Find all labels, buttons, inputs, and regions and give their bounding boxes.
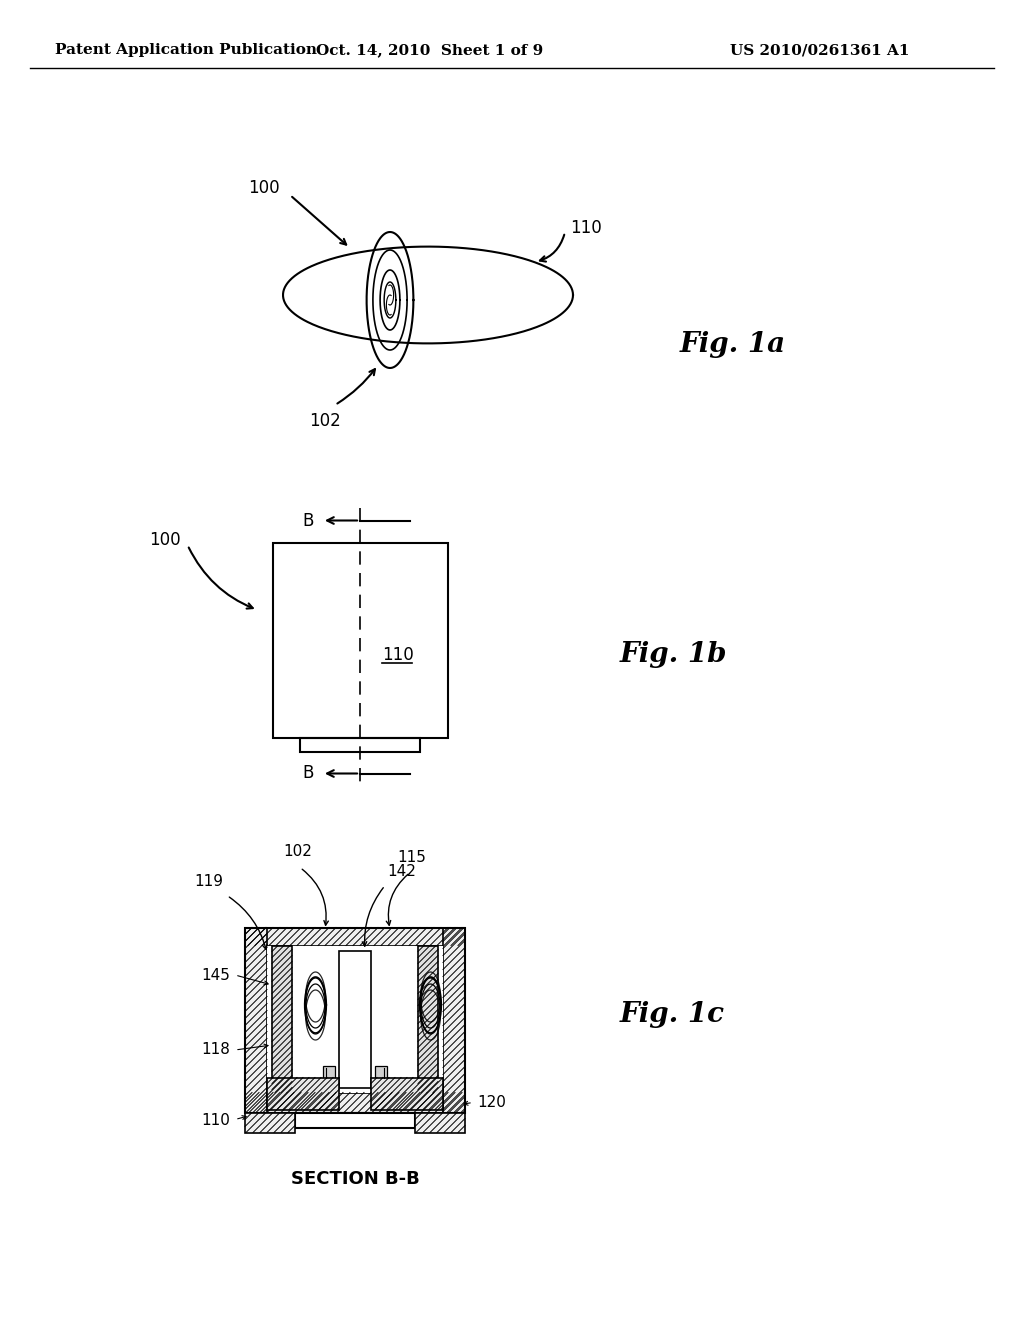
Bar xyxy=(245,928,267,1113)
Text: 100: 100 xyxy=(148,531,180,549)
Bar xyxy=(267,945,443,1093)
Bar xyxy=(245,928,465,945)
Bar xyxy=(245,1113,295,1133)
Bar xyxy=(300,738,420,751)
Bar xyxy=(375,1065,387,1080)
Text: Fig. 1a: Fig. 1a xyxy=(680,331,786,359)
Text: Patent Application Publication: Patent Application Publication xyxy=(55,44,317,57)
Text: 102: 102 xyxy=(309,412,341,430)
Bar xyxy=(418,945,438,1093)
Text: 110: 110 xyxy=(382,645,414,664)
Bar xyxy=(245,1093,465,1113)
Text: 115: 115 xyxy=(397,850,426,866)
Bar xyxy=(245,928,465,1113)
Bar xyxy=(443,928,465,1113)
Text: 119: 119 xyxy=(194,874,223,890)
Bar xyxy=(339,950,371,1088)
Text: US 2010/0261361 A1: US 2010/0261361 A1 xyxy=(730,44,909,57)
Text: 118: 118 xyxy=(201,1043,230,1057)
Text: Fig. 1c: Fig. 1c xyxy=(620,1002,725,1028)
Text: 142: 142 xyxy=(387,865,416,879)
Text: 120: 120 xyxy=(477,1096,506,1110)
Text: 110: 110 xyxy=(201,1113,230,1129)
Text: 145: 145 xyxy=(201,968,230,982)
Text: 100: 100 xyxy=(249,180,280,197)
Text: SECTION B-B: SECTION B-B xyxy=(291,1170,420,1188)
Text: Oct. 14, 2010  Sheet 1 of 9: Oct. 14, 2010 Sheet 1 of 9 xyxy=(316,44,544,57)
Bar xyxy=(295,1113,415,1127)
Text: 102: 102 xyxy=(284,845,312,859)
Bar xyxy=(415,1113,465,1133)
Bar xyxy=(272,945,292,1093)
Bar xyxy=(267,1077,339,1110)
Text: B: B xyxy=(303,764,314,783)
Text: 110: 110 xyxy=(570,219,602,238)
Text: Fig. 1b: Fig. 1b xyxy=(620,642,727,668)
Bar xyxy=(272,543,447,738)
Bar xyxy=(371,1077,443,1110)
Bar xyxy=(323,1065,335,1080)
Text: B: B xyxy=(303,511,314,529)
